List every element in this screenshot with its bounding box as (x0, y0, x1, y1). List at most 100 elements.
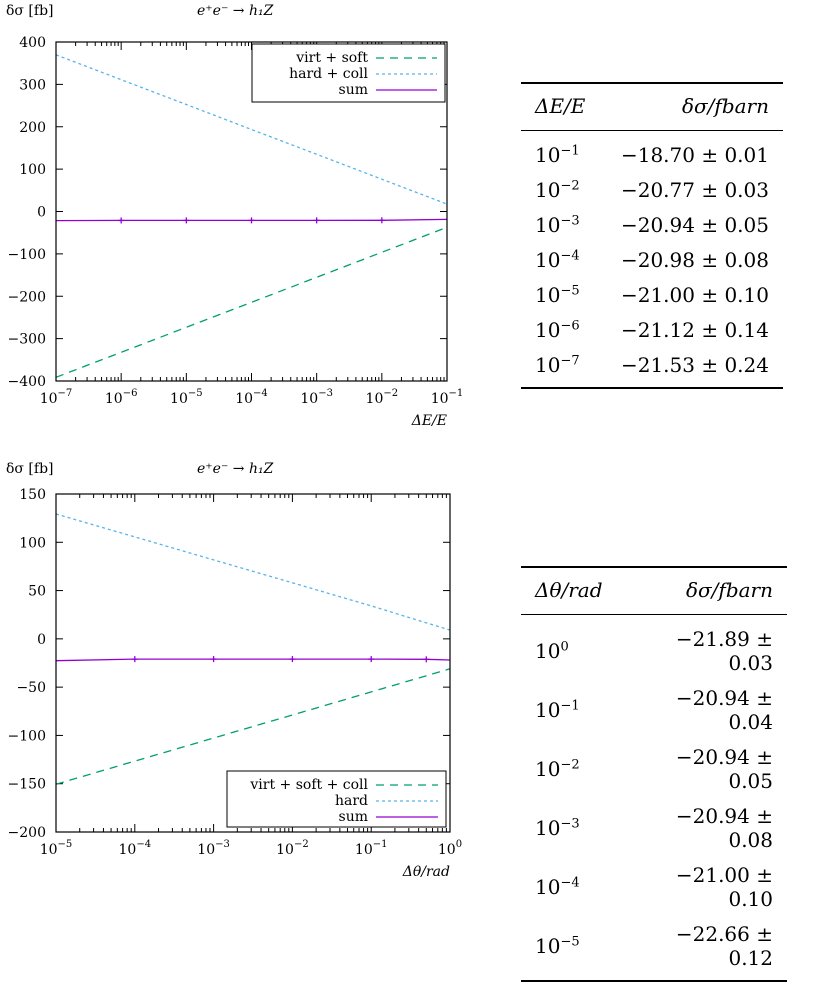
angle-cut-table: Δθ/rad δσ/fbarn 100 −21.89 ± 0.03 10−1 −20.… (521, 566, 787, 982)
sum-data-point (210, 656, 217, 663)
cut-exponent: −3 (560, 816, 580, 832)
y-axis-label: δσ [fb] (6, 461, 54, 477)
cut-value-cell: 10−6 (521, 313, 602, 348)
y-tick-label: 400 (19, 35, 46, 51)
xsec-value-cell: −21.00 ± 0.10 (675, 863, 773, 911)
cut-base: 10 (535, 757, 561, 781)
sum-data-point (248, 217, 255, 224)
sum-data-point (378, 217, 385, 224)
y-axis-label: δσ [fb] (6, 3, 54, 19)
y-tick-label: 0 (37, 632, 46, 648)
cut-base: 10 (535, 639, 561, 663)
xsec-value-cell: −20.94 ± 0.05 (675, 745, 773, 793)
legend-entry: hard + coll (289, 66, 368, 82)
x-tick-label: 10−2 (366, 388, 399, 407)
xsec-value-cell: −18.70 ± 0.01 (620, 143, 769, 167)
cut-base: 10 (535, 213, 561, 237)
legend-entry: sum (339, 809, 368, 825)
x-tick-label: 10−5 (40, 839, 73, 858)
cut-exponent: −5 (560, 934, 580, 950)
series-line-hard-coll (55, 54, 448, 205)
xsec-value-cell: −20.98 ± 0.08 (620, 248, 769, 272)
table-header-xsec: δσ/fbarn (685, 578, 773, 602)
xsec-value-cell: −20.77 ± 0.03 (620, 178, 769, 202)
cut-value-cell: 10−1 (521, 131, 602, 174)
cut-base: 10 (535, 353, 561, 377)
energy-cut-chart: δσ [fb] e⁺e⁻ → h₁Z −400 −300 −200 −100 0 100 200… (6, 3, 463, 429)
legend-entry: sum (339, 82, 368, 98)
y-tick-label: −200 (8, 825, 46, 841)
table-header-row: Δθ/rad δσ/fbarn (521, 567, 787, 615)
series-line-sum (55, 658, 451, 662)
y-tick-label: 200 (19, 120, 46, 136)
y-tick-label: −300 (8, 332, 46, 348)
y-tick-label: 0 (37, 205, 46, 221)
y-tick-label: −150 (8, 777, 46, 793)
table-row: 10−4 −20.98 ± 0.08 (521, 243, 783, 278)
cut-base: 10 (535, 143, 561, 167)
y-tick-label: 100 (19, 162, 46, 178)
x-tick-label: 10−2 (276, 839, 309, 858)
x-axis-label: Δθ/rad (402, 864, 450, 880)
x-tick-label: 10−5 (170, 388, 203, 407)
legend-box (251, 43, 446, 103)
legend-entry: virt + soft + coll (249, 777, 368, 793)
table-row: 10−3 −20.94 ± 0.08 (521, 799, 787, 858)
cut-exponent: −3 (560, 213, 580, 229)
angle-cut-chart: δσ [fb] e⁺e⁻ → h₁Z −200 −150 −100 −50 0 50 100 15… (6, 461, 462, 880)
xsec-value-cell: −21.53 ± 0.24 (620, 353, 769, 377)
x-axis-label: ΔE/E (411, 413, 447, 429)
table-header-xsec: δσ/fbarn (681, 94, 769, 118)
xsec-value-cell: −20.94 ± 0.04 (675, 686, 773, 734)
table-row: 10−4 −21.00 ± 0.10 (521, 858, 787, 917)
cut-value-cell: 10−4 (521, 243, 602, 278)
cut-base: 10 (535, 283, 561, 307)
cut-exponent: −2 (560, 178, 580, 194)
chart-title: e⁺e⁻ → h₁Z (197, 3, 274, 19)
x-tick-label: 10−7 (40, 388, 73, 407)
table-row: 10−2 −20.77 ± 0.03 (521, 173, 783, 208)
series-line-hard (55, 513, 451, 631)
y-tick-label: −100 (8, 247, 46, 263)
x-tick-label: 10−1 (355, 839, 388, 858)
series-line-virt-soft-coll (55, 668, 451, 785)
x-tick-label: 10−3 (197, 839, 230, 858)
cut-exponent: −5 (560, 283, 580, 299)
table-header-row: ΔE/E δσ/fbarn (521, 83, 783, 131)
cut-value-cell: 10−2 (521, 740, 617, 799)
table-row: 10−5 −21.00 ± 0.10 (521, 278, 783, 313)
x-tick-label: 100 (438, 839, 462, 858)
table-row: 10−7 −21.53 ± 0.24 (521, 348, 783, 388)
cut-base: 10 (535, 318, 561, 342)
xsec-value-cell: −20.94 ± 0.05 (620, 213, 769, 237)
table-row: 10−3 −20.94 ± 0.05 (521, 208, 783, 243)
y-tick-label: 150 (19, 487, 46, 503)
table-header-cut: Δθ/rad (535, 578, 603, 602)
plot-frame (55, 41, 448, 382)
y-tick-label: −400 (8, 374, 46, 390)
y-tick-label: 100 (19, 535, 46, 551)
y-tick-label: 300 (19, 77, 46, 93)
xsec-value-cell: −21.89 ± 0.03 (675, 627, 773, 675)
sum-data-point (183, 217, 190, 224)
sum-data-point (289, 656, 296, 663)
cut-base: 10 (535, 934, 561, 958)
y-tick-label: −200 (8, 289, 46, 305)
cut-base: 10 (535, 816, 561, 840)
table-row: 10−1 −20.94 ± 0.04 (521, 681, 787, 740)
xsec-value-cell: −22.66 ± 0.12 (675, 922, 773, 970)
x-tick-label: 10−4 (119, 839, 152, 858)
cut-base: 10 (535, 178, 561, 202)
cut-exponent: −2 (560, 757, 580, 773)
series-line-virt-soft (55, 226, 448, 378)
xsec-value-cell: −21.00 ± 0.10 (620, 283, 769, 307)
cut-value-cell: 10−3 (521, 799, 617, 858)
cut-exponent: −7 (560, 353, 580, 369)
cut-base: 10 (535, 248, 561, 272)
cut-exponent: −4 (560, 248, 580, 264)
table-header-cut: ΔE/E (535, 94, 586, 118)
cut-value-cell: 10−5 (521, 917, 617, 981)
y-tick-label: −100 (8, 728, 46, 744)
x-tick-label: 10−3 (300, 388, 333, 407)
cut-exponent: −1 (560, 698, 580, 714)
